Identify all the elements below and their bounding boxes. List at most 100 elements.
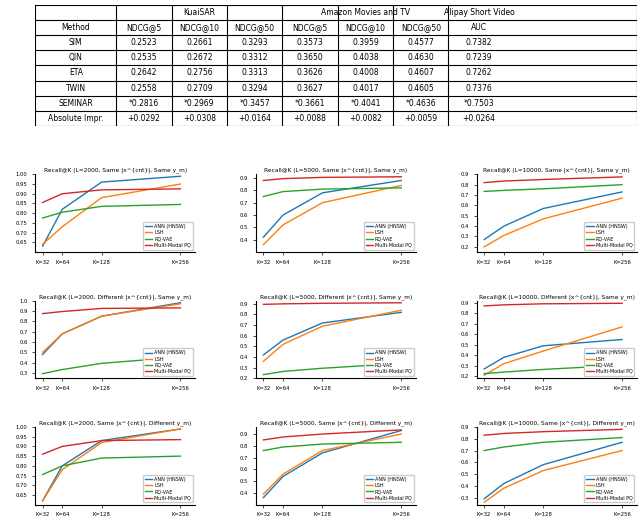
Line: Multi-Modal PQ: Multi-Modal PQ — [264, 430, 401, 440]
RQ-VAE — [397, 439, 405, 446]
RQ-VAE — [540, 439, 547, 446]
Text: 0.3294: 0.3294 — [241, 84, 268, 93]
RQ-VAE — [481, 188, 488, 195]
ANN (HNSW) — [500, 223, 508, 229]
LSH — [397, 307, 405, 313]
Text: 0.3573: 0.3573 — [297, 38, 323, 48]
Line: RQ-VAE: RQ-VAE — [484, 365, 622, 373]
Text: 0.2523: 0.2523 — [131, 38, 157, 48]
LSH — [58, 467, 66, 473]
Line: RQ-VAE: RQ-VAE — [43, 357, 180, 374]
RQ-VAE — [540, 186, 547, 192]
LSH — [481, 372, 488, 378]
LSH — [98, 439, 106, 446]
Text: 0.4577: 0.4577 — [408, 38, 434, 48]
Text: 0.3313: 0.3313 — [241, 69, 268, 77]
Legend: ANN (HNSW), LSH, RQ-VAE, Multi-Modal PQ: ANN (HNSW), LSH, RQ-VAE, Multi-Modal PQ — [584, 475, 634, 502]
RQ-VAE — [279, 444, 287, 450]
ANN (HNSW) — [481, 236, 488, 243]
Multi-Modal PQ — [500, 302, 508, 308]
LSH — [58, 331, 66, 337]
Multi-Modal PQ — [397, 300, 405, 306]
Title: Recall@K (L=2000, Same |x^{cnt}|, Same y_m): Recall@K (L=2000, Same |x^{cnt}|, Same y… — [44, 167, 187, 173]
Text: 0.4607: 0.4607 — [408, 69, 434, 77]
RQ-VAE — [319, 365, 326, 371]
LSH — [58, 224, 66, 230]
ANN (HNSW) — [540, 343, 547, 349]
ANN (HNSW) — [618, 336, 626, 343]
Line: LSH: LSH — [264, 434, 401, 494]
Legend: ANN (HNSW), LSH, RQ-VAE, Multi-Modal PQ: ANN (HNSW), LSH, RQ-VAE, Multi-Modal PQ — [143, 475, 193, 502]
LSH — [260, 491, 268, 497]
Multi-Modal PQ — [397, 427, 405, 433]
LSH — [319, 323, 326, 329]
RQ-VAE — [39, 215, 47, 221]
ANN (HNSW) — [98, 313, 106, 320]
Text: 0.2672: 0.2672 — [186, 53, 212, 62]
Text: 0.4038: 0.4038 — [352, 53, 379, 62]
Text: 0.4017: 0.4017 — [352, 84, 379, 93]
ANN (HNSW) — [319, 320, 326, 326]
Multi-Modal PQ — [319, 300, 326, 306]
Title: Recall@K (L=2000, Same |x^{cnt}|, Different y_m): Recall@K (L=2000, Same |x^{cnt}|, Differ… — [39, 420, 191, 426]
Text: 0.2558: 0.2558 — [131, 84, 157, 93]
LSH — [397, 183, 405, 189]
Multi-Modal PQ — [58, 309, 66, 315]
LSH — [397, 431, 405, 437]
Line: ANN (HNSW): ANN (HNSW) — [43, 176, 180, 246]
Title: Recall@K (L=10000, Different |x^{cnt}|, Same y_m): Recall@K (L=10000, Different |x^{cnt}|, … — [479, 294, 635, 300]
Title: Recall@K (L=2000, Different |x^{cnt}|, Same y_m): Recall@K (L=2000, Different |x^{cnt}|, S… — [39, 294, 191, 300]
Line: ANN (HNSW): ANN (HNSW) — [484, 192, 622, 240]
Text: NDCG@10: NDCG@10 — [346, 24, 385, 32]
RQ-VAE — [260, 447, 268, 453]
LSH — [279, 222, 287, 228]
RQ-VAE — [98, 455, 106, 461]
RQ-VAE — [618, 435, 626, 441]
Multi-Modal PQ — [279, 176, 287, 182]
Multi-Modal PQ — [177, 305, 184, 311]
Multi-Modal PQ — [98, 305, 106, 312]
Legend: ANN (HNSW), LSH, RQ-VAE, Multi-Modal PQ: ANN (HNSW), LSH, RQ-VAE, Multi-Modal PQ — [364, 475, 413, 502]
Text: 0.2661: 0.2661 — [186, 38, 212, 48]
RQ-VAE — [177, 201, 184, 208]
Text: NDCG@10: NDCG@10 — [179, 24, 220, 32]
ANN (HNSW) — [58, 463, 66, 469]
Multi-Modal PQ — [39, 311, 47, 317]
RQ-VAE — [279, 368, 287, 374]
Text: +0.0082: +0.0082 — [349, 113, 382, 123]
Text: +0.0264: +0.0264 — [462, 113, 495, 123]
Multi-Modal PQ — [39, 199, 47, 206]
RQ-VAE — [58, 367, 66, 373]
Line: Multi-Modal PQ: Multi-Modal PQ — [264, 177, 401, 180]
LSH — [177, 301, 184, 307]
Text: *0.4636: *0.4636 — [406, 99, 436, 108]
Line: ANN (HNSW): ANN (HNSW) — [264, 312, 401, 355]
RQ-VAE — [260, 194, 268, 200]
Multi-Modal PQ — [540, 176, 547, 183]
Text: 0.2642: 0.2642 — [131, 69, 157, 77]
RQ-VAE — [397, 185, 405, 191]
LSH — [481, 499, 488, 505]
LSH — [481, 244, 488, 250]
LSH — [618, 447, 626, 453]
Multi-Modal PQ — [397, 174, 405, 180]
Line: Multi-Modal PQ: Multi-Modal PQ — [43, 308, 180, 314]
RQ-VAE — [500, 369, 508, 375]
ANN (HNSW) — [39, 498, 47, 504]
Line: RQ-VAE: RQ-VAE — [43, 456, 180, 474]
LSH — [39, 349, 47, 356]
Text: +0.0164: +0.0164 — [238, 113, 271, 123]
Text: 0.3293: 0.3293 — [241, 38, 268, 48]
Text: *0.7503: *0.7503 — [463, 99, 494, 108]
Text: 0.7376: 0.7376 — [465, 84, 492, 93]
RQ-VAE — [98, 203, 106, 210]
LSH — [177, 181, 184, 187]
RQ-VAE — [481, 370, 488, 377]
Text: NDCG@50: NDCG@50 — [235, 24, 275, 32]
Text: AUC: AUC — [471, 24, 487, 32]
Title: Recall@K (L=5000, Same |x^{cnt}|, Different y_m): Recall@K (L=5000, Same |x^{cnt}|, Differ… — [260, 420, 412, 426]
Text: +0.0059: +0.0059 — [404, 113, 437, 123]
ANN (HNSW) — [177, 426, 184, 432]
Text: *0.4041: *0.4041 — [350, 99, 381, 108]
ANN (HNSW) — [481, 366, 488, 372]
